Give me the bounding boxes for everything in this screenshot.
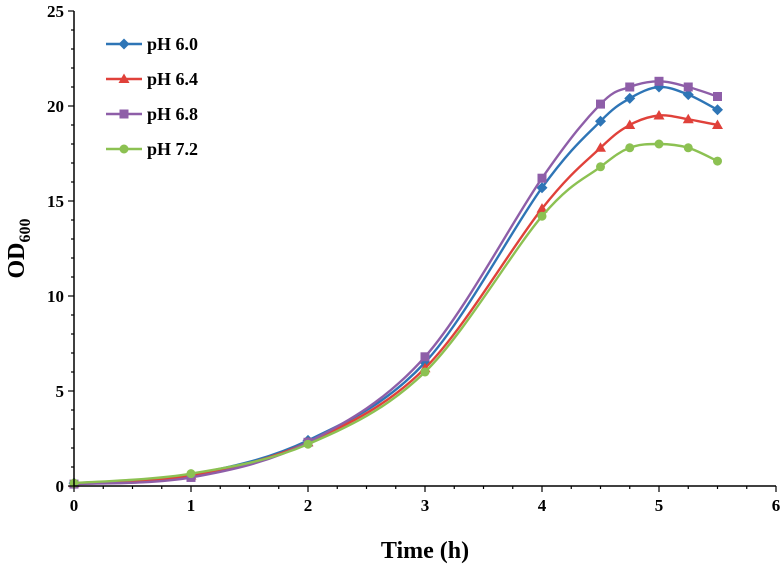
data-point-triangle bbox=[653, 110, 665, 120]
x-tick-label: 1 bbox=[187, 496, 196, 515]
series-layer bbox=[68, 76, 723, 489]
data-point-triangle bbox=[536, 203, 548, 213]
legend-swatch-marker bbox=[119, 109, 129, 119]
data-point-diamond bbox=[536, 182, 548, 194]
legend: pH 6.0 pH 6.4 pH 6.8 pH 7.2 bbox=[106, 34, 198, 159]
data-point-circle bbox=[186, 469, 196, 479]
y-tick-label: 0 bbox=[56, 477, 65, 496]
legend-swatch-marker bbox=[118, 73, 130, 83]
data-point-circle bbox=[537, 211, 547, 221]
x-tick-label: 3 bbox=[421, 496, 430, 515]
series-ph-7-2 bbox=[69, 139, 722, 488]
data-point-triangle bbox=[624, 119, 636, 129]
legend-label: pH 6.0 bbox=[147, 34, 198, 54]
y-axis-title-subscript: 600 bbox=[17, 219, 34, 243]
data-point-square bbox=[654, 76, 664, 86]
data-point-square bbox=[537, 173, 547, 183]
legend-label: pH 6.8 bbox=[147, 104, 198, 124]
x-tick-label: 0 bbox=[70, 496, 79, 515]
legend-label: pH 6.4 bbox=[147, 69, 198, 89]
x-tick-label: 4 bbox=[538, 496, 547, 515]
series-line bbox=[73, 142, 719, 485]
series-line bbox=[73, 114, 718, 485]
y-tick-label: 20 bbox=[47, 97, 64, 116]
y-axis-title: OD600 bbox=[4, 219, 34, 279]
data-point-square bbox=[420, 352, 430, 362]
y-tick-label: 15 bbox=[47, 192, 64, 211]
legend-entry: pH 7.2 bbox=[106, 139, 198, 159]
data-point-circle bbox=[713, 156, 722, 166]
data-point-circle bbox=[303, 439, 313, 449]
data-point-triangle bbox=[595, 142, 606, 152]
legend-entry: pH 6.4 bbox=[106, 69, 198, 89]
legend-entry: pH 6.0 bbox=[106, 34, 198, 54]
data-point-diamond bbox=[624, 92, 636, 104]
data-point-circle bbox=[596, 162, 605, 172]
data-point-circle bbox=[683, 143, 693, 153]
legend-label: pH 7.2 bbox=[147, 139, 198, 159]
data-point-circle bbox=[654, 139, 664, 149]
series-ph-6-4 bbox=[68, 110, 723, 488]
x-axis-title: Time (h) bbox=[381, 538, 469, 564]
y-tick-label: 5 bbox=[56, 382, 65, 401]
data-point-square bbox=[596, 99, 605, 109]
y-tick-label: 25 bbox=[47, 2, 64, 21]
legend-swatch-marker bbox=[118, 38, 130, 50]
legend-swatch-marker bbox=[119, 144, 129, 154]
x-tick-label: 6 bbox=[772, 496, 781, 515]
x-tick-label: 2 bbox=[304, 496, 313, 515]
data-point-triangle bbox=[682, 113, 694, 124]
ticks: 0 5 10 15 20 25 0 1 2 3 4 5 6 bbox=[47, 2, 780, 515]
data-point-square bbox=[683, 82, 693, 92]
data-point-diamond bbox=[712, 104, 723, 116]
data-point-circle bbox=[625, 143, 635, 153]
data-point-square bbox=[625, 82, 635, 92]
legend-entry: pH 6.8 bbox=[106, 104, 198, 124]
data-point-circle bbox=[420, 367, 430, 377]
x-tick-label: 5 bbox=[655, 496, 664, 515]
data-point-square bbox=[713, 92, 722, 101]
y-axis-title-main: OD bbox=[4, 243, 30, 279]
data-point-diamond bbox=[682, 89, 694, 101]
y-tick-label: 10 bbox=[47, 287, 64, 306]
data-point-diamond bbox=[595, 115, 606, 127]
data-point-triangle bbox=[712, 119, 723, 129]
